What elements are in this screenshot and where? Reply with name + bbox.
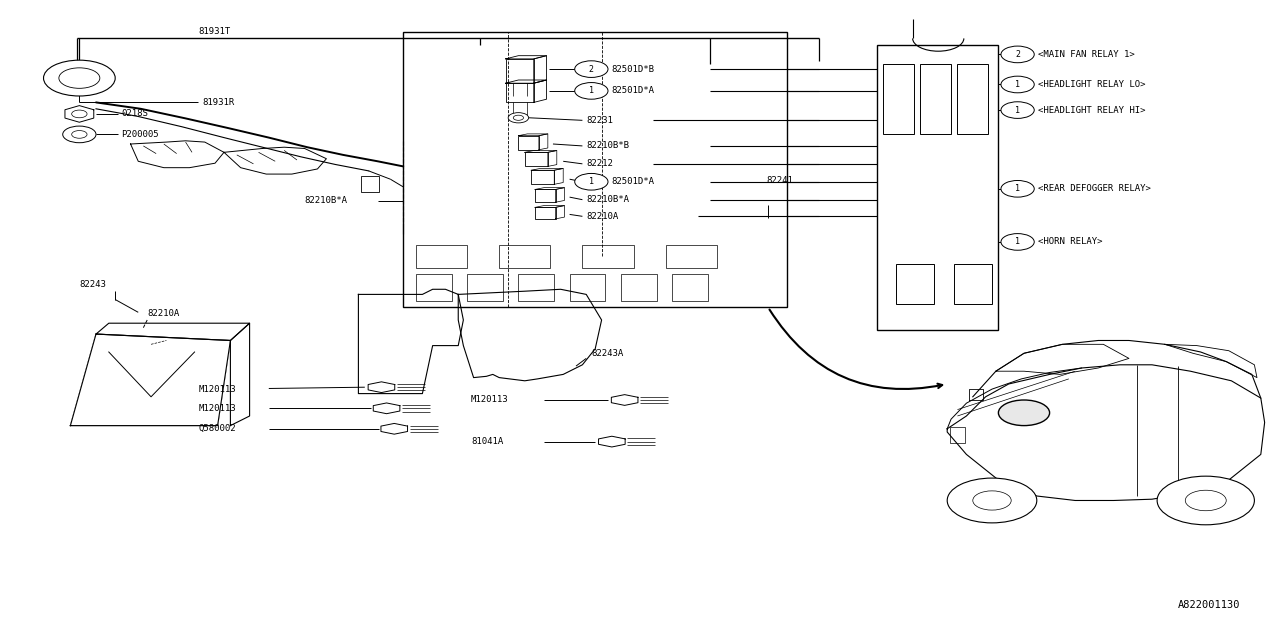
Text: <MAIN FAN RELAY 1>: <MAIN FAN RELAY 1> — [1038, 50, 1135, 59]
Text: 82501D*A: 82501D*A — [612, 177, 655, 186]
Circle shape — [72, 110, 87, 118]
Text: 2: 2 — [1015, 50, 1020, 59]
Polygon shape — [996, 344, 1129, 374]
Bar — [582, 245, 634, 268]
Text: 82501D*A: 82501D*A — [612, 86, 655, 95]
Bar — [403, 32, 787, 307]
Text: <REAR DEFOGGER RELAY>: <REAR DEFOGGER RELAY> — [1038, 184, 1151, 193]
Bar — [877, 45, 998, 330]
Text: 82243A: 82243A — [591, 349, 623, 358]
Circle shape — [575, 173, 608, 190]
Circle shape — [998, 400, 1050, 426]
Circle shape — [508, 113, 529, 123]
Text: <HEADLIGHT RELAY LO>: <HEADLIGHT RELAY LO> — [1038, 80, 1146, 89]
Text: 82243: 82243 — [79, 280, 106, 289]
Bar — [666, 245, 717, 268]
Circle shape — [44, 60, 115, 96]
Bar — [525, 152, 548, 166]
Polygon shape — [969, 389, 983, 400]
Text: P200005: P200005 — [122, 130, 159, 139]
Bar — [672, 274, 708, 301]
Bar — [531, 170, 554, 184]
Text: 2: 2 — [589, 65, 594, 74]
Bar — [506, 83, 534, 102]
Polygon shape — [70, 334, 230, 426]
Bar — [506, 59, 534, 83]
Text: 81931T: 81931T — [198, 28, 230, 36]
Text: A822001130: A822001130 — [1178, 600, 1240, 610]
Bar — [896, 264, 934, 304]
Text: 82210B*A: 82210B*A — [305, 196, 348, 205]
Bar — [467, 274, 503, 301]
Bar — [883, 64, 914, 134]
Bar — [954, 264, 992, 304]
Circle shape — [973, 491, 1011, 510]
Circle shape — [575, 61, 608, 77]
Text: 82210A: 82210A — [147, 309, 179, 318]
Text: 1: 1 — [589, 86, 594, 95]
Circle shape — [1185, 490, 1226, 511]
Circle shape — [1001, 180, 1034, 197]
Text: 1: 1 — [1015, 80, 1020, 89]
Text: 1: 1 — [589, 177, 594, 186]
Text: 1: 1 — [1015, 184, 1020, 193]
Circle shape — [72, 131, 87, 138]
Circle shape — [63, 126, 96, 143]
Bar — [535, 189, 556, 202]
Circle shape — [1157, 476, 1254, 525]
Circle shape — [513, 115, 524, 120]
Text: M120113: M120113 — [198, 404, 236, 413]
Bar — [518, 136, 539, 150]
Text: 82241: 82241 — [767, 176, 794, 185]
Bar — [61, 72, 72, 83]
Text: 82231: 82231 — [586, 116, 613, 125]
Text: 0218S: 0218S — [122, 109, 148, 118]
Circle shape — [575, 83, 608, 99]
Circle shape — [1001, 102, 1034, 118]
Bar — [957, 64, 988, 134]
Text: 82501D*B: 82501D*B — [612, 65, 655, 74]
Text: 81041A: 81041A — [471, 437, 503, 446]
Text: 1: 1 — [1015, 237, 1020, 246]
Text: 82212: 82212 — [586, 159, 613, 168]
Circle shape — [59, 68, 100, 88]
Text: M120113: M120113 — [198, 385, 236, 394]
Circle shape — [1001, 234, 1034, 250]
FancyArrowPatch shape — [769, 310, 942, 389]
Text: <HEADLIGHT RELAY HI>: <HEADLIGHT RELAY HI> — [1038, 106, 1146, 115]
Circle shape — [1001, 46, 1034, 63]
Text: <HORN RELAY>: <HORN RELAY> — [1038, 237, 1102, 246]
Bar — [416, 274, 452, 301]
Bar — [535, 207, 556, 219]
Bar — [361, 176, 379, 192]
Text: 1: 1 — [1015, 106, 1020, 115]
Bar — [87, 72, 97, 83]
Text: 82210B*B: 82210B*B — [586, 141, 630, 150]
Bar — [950, 427, 965, 443]
Circle shape — [947, 478, 1037, 523]
Text: 81931R: 81931R — [202, 98, 234, 107]
Bar — [499, 245, 550, 268]
Circle shape — [1001, 76, 1034, 93]
Bar — [920, 64, 951, 134]
Bar — [570, 274, 605, 301]
Text: M120113: M120113 — [471, 396, 508, 404]
Text: 82210A: 82210A — [586, 212, 618, 221]
Bar — [621, 274, 657, 301]
Bar — [416, 245, 467, 268]
Bar — [518, 274, 554, 301]
Bar — [138, 339, 151, 351]
Text: Q580002: Q580002 — [198, 424, 236, 433]
Text: 82210B*A: 82210B*A — [586, 195, 630, 204]
